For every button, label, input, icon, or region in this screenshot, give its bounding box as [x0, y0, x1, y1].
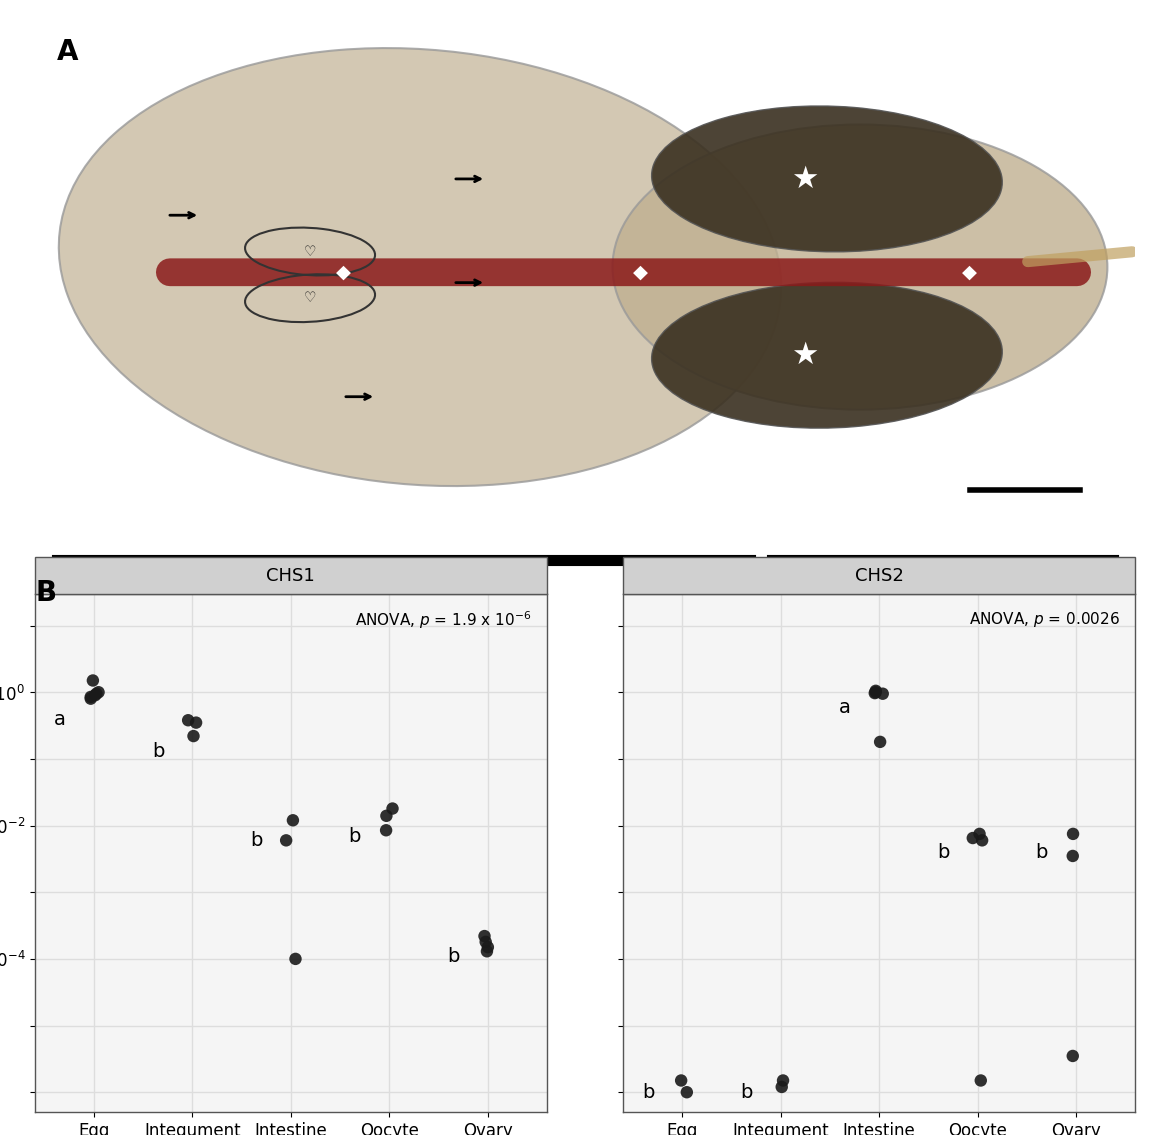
- Point: [677, 1083, 696, 1101]
- Text: Cephalothorax: Cephalothorax: [332, 583, 475, 603]
- Point: [672, 1071, 690, 1090]
- Point: [479, 939, 497, 957]
- Text: ♡: ♡: [304, 292, 316, 305]
- Text: ANOVA, $p$ = 1.9 x 10$^{-6}$: ANOVA, $p$ = 1.9 x 10$^{-6}$: [356, 609, 531, 631]
- Point: [972, 831, 991, 849]
- Point: [383, 799, 401, 817]
- Point: [963, 829, 982, 847]
- Point: [867, 682, 886, 700]
- Point: [772, 1078, 791, 1096]
- Point: [287, 950, 305, 968]
- Text: B: B: [35, 579, 56, 607]
- Text: b: b: [937, 842, 949, 861]
- Text: a: a: [54, 709, 66, 729]
- Text: b: b: [349, 826, 362, 846]
- Text: b: b: [1035, 842, 1047, 861]
- Ellipse shape: [652, 283, 1003, 428]
- Ellipse shape: [58, 49, 782, 486]
- Point: [866, 684, 885, 703]
- Text: b: b: [741, 1083, 752, 1102]
- Ellipse shape: [612, 125, 1107, 410]
- Point: [971, 1071, 990, 1090]
- Point: [83, 672, 102, 690]
- Point: [377, 822, 395, 840]
- FancyBboxPatch shape: [35, 557, 546, 594]
- Point: [277, 831, 296, 849]
- Point: [1064, 825, 1082, 843]
- Text: ◆: ◆: [336, 263, 351, 281]
- Point: [85, 687, 104, 705]
- Point: [283, 812, 302, 830]
- Text: a: a: [839, 698, 851, 716]
- Point: [89, 683, 108, 701]
- Text: ◆: ◆: [963, 263, 977, 281]
- Text: CHS1: CHS1: [267, 566, 315, 585]
- Point: [1064, 1046, 1082, 1065]
- Point: [179, 712, 198, 730]
- Point: [773, 1071, 792, 1090]
- Text: ♡: ♡: [304, 245, 316, 259]
- Point: [1064, 847, 1082, 865]
- Point: [477, 942, 496, 960]
- Point: [187, 714, 206, 732]
- Text: ◆: ◆: [633, 263, 647, 281]
- Text: A: A: [57, 37, 78, 66]
- Point: [476, 933, 495, 951]
- Text: ANOVA, $p$ = 0.0026: ANOVA, $p$ = 0.0026: [969, 609, 1120, 629]
- Point: [82, 688, 101, 706]
- Point: [970, 825, 989, 843]
- Point: [184, 728, 202, 746]
- Text: b: b: [152, 742, 164, 760]
- Text: ★: ★: [791, 340, 819, 370]
- FancyArrowPatch shape: [1027, 252, 1133, 262]
- Point: [475, 927, 494, 945]
- Point: [377, 807, 395, 825]
- Text: b: b: [642, 1083, 654, 1102]
- Text: CHS2: CHS2: [855, 566, 903, 585]
- Text: b: b: [447, 947, 460, 966]
- Text: ★: ★: [791, 165, 819, 194]
- Point: [87, 684, 105, 703]
- FancyBboxPatch shape: [624, 557, 1135, 594]
- Text: Genital segment: Genital segment: [862, 583, 1023, 603]
- Point: [870, 733, 889, 751]
- Text: b: b: [250, 831, 262, 850]
- Point: [82, 690, 101, 708]
- Point: [867, 683, 886, 701]
- Ellipse shape: [652, 107, 1003, 252]
- Point: [873, 684, 892, 703]
